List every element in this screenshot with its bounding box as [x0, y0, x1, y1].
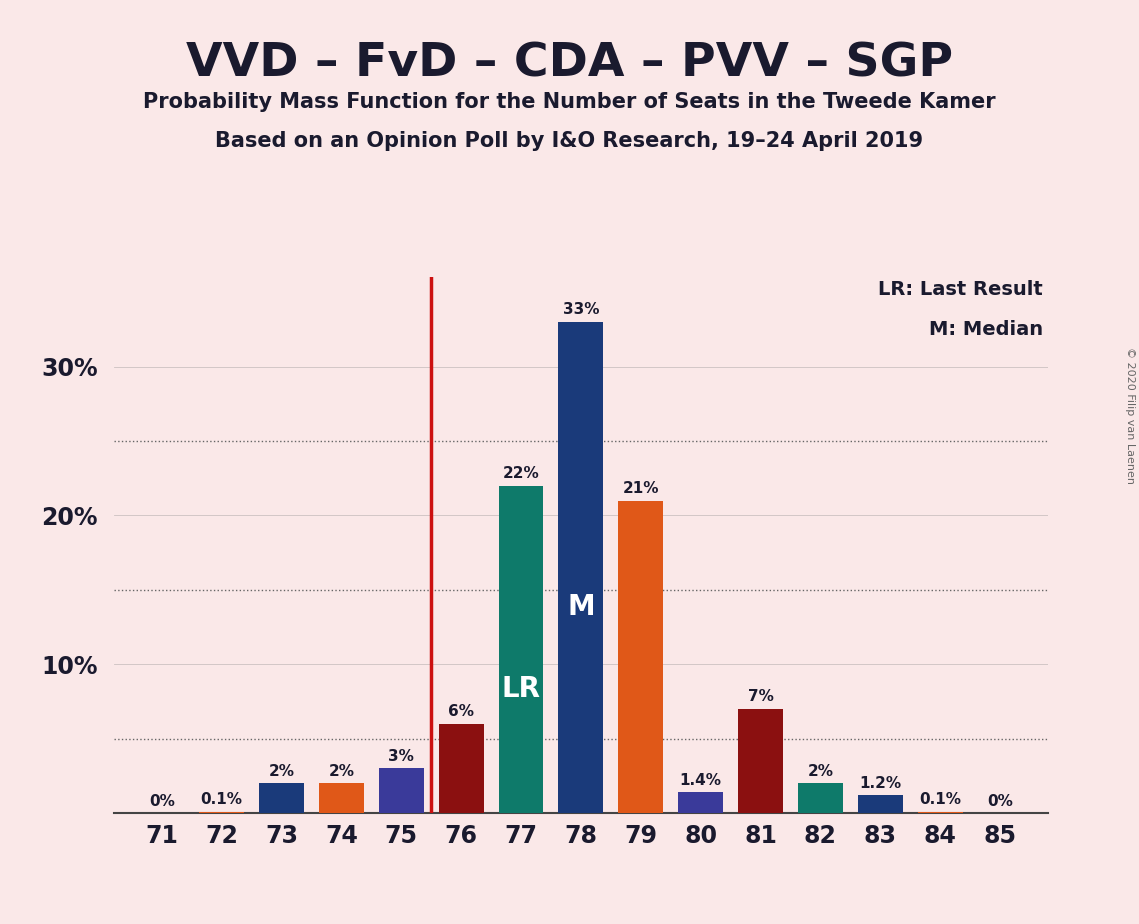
Text: 0%: 0%: [149, 794, 174, 808]
Bar: [798, 784, 843, 813]
Text: LR: LR: [501, 675, 541, 702]
Text: 2%: 2%: [269, 764, 295, 779]
Bar: [678, 792, 723, 813]
Text: VVD – FvD – CDA – PVV – SGP: VVD – FvD – CDA – PVV – SGP: [186, 42, 953, 87]
Text: M: Median: M: Median: [929, 320, 1043, 339]
Bar: [499, 486, 543, 813]
Text: Based on an Opinion Poll by I&O Research, 19–24 April 2019: Based on an Opinion Poll by I&O Research…: [215, 131, 924, 152]
Text: 7%: 7%: [747, 689, 773, 704]
Bar: [738, 709, 782, 813]
Text: 22%: 22%: [502, 466, 540, 481]
Text: M: M: [567, 593, 595, 621]
Bar: [439, 723, 484, 813]
Bar: [858, 796, 903, 813]
Text: 0%: 0%: [988, 794, 1013, 808]
Text: 1.4%: 1.4%: [680, 772, 722, 788]
Bar: [259, 784, 304, 813]
Bar: [918, 811, 962, 813]
Text: Probability Mass Function for the Number of Seats in the Tweede Kamer: Probability Mass Function for the Number…: [144, 92, 995, 113]
Bar: [199, 811, 244, 813]
Text: 33%: 33%: [563, 302, 599, 318]
Bar: [379, 769, 424, 813]
Text: 21%: 21%: [623, 481, 659, 496]
Text: 0.1%: 0.1%: [919, 792, 961, 808]
Text: 1.2%: 1.2%: [859, 776, 901, 791]
Text: LR: Last Result: LR: Last Result: [878, 280, 1043, 298]
Text: 2%: 2%: [328, 764, 354, 779]
Text: 2%: 2%: [808, 764, 834, 779]
Bar: [618, 501, 663, 813]
Text: 3%: 3%: [388, 749, 415, 764]
Bar: [558, 322, 604, 813]
Bar: [319, 784, 363, 813]
Text: © 2020 Filip van Laenen: © 2020 Filip van Laenen: [1125, 347, 1134, 484]
Text: 6%: 6%: [448, 704, 474, 719]
Text: 0.1%: 0.1%: [200, 792, 243, 808]
